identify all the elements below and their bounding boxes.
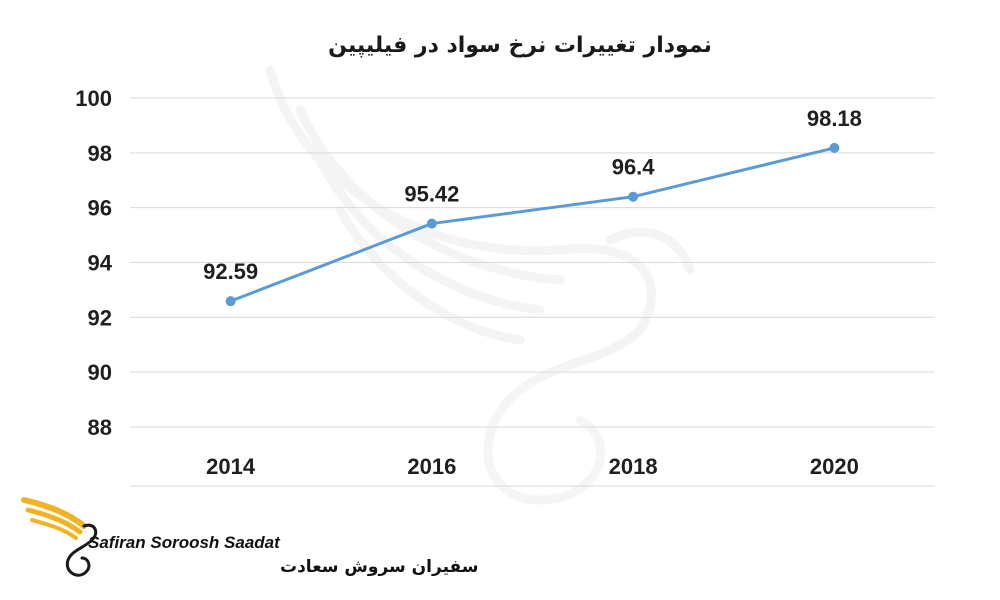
logo-name-persian: سفیران سروش سعادت (280, 557, 478, 577)
y-tick-label-90: 90 (88, 360, 112, 385)
data-label-2018: 96.4 (612, 155, 656, 180)
data-point-2014 (225, 296, 236, 307)
x-axis-tick-labels: 2014 2016 2018 2020 (206, 454, 859, 479)
data-label-2014: 92.59 (203, 259, 258, 284)
x-tick-label-2018: 2018 (609, 454, 658, 479)
series-line-0 (229, 146, 836, 303)
y-tick-label-100: 100 (75, 86, 112, 111)
winged-swan-logo-icon (21, 497, 98, 577)
x-tick-label-2020: 2020 (810, 454, 859, 479)
gridlines (130, 97, 935, 428)
data-point-2018 (628, 191, 639, 202)
y-tick-label-88: 88 (88, 415, 112, 440)
y-tick-label-94: 94 (88, 251, 113, 276)
logo-name-english: Safiran Soroosh Saadat (88, 533, 281, 552)
y-tick-label-96: 96 (88, 196, 112, 221)
y-axis-tick-labels: 88 90 92 94 96 98 100 (75, 86, 112, 440)
y-tick-label-98: 98 (88, 141, 112, 166)
data-point-2020 (829, 142, 840, 153)
y-tick-label-92: 92 (88, 305, 112, 330)
x-tick-label-2016: 2016 (407, 454, 456, 479)
data-point-2016 (426, 218, 437, 229)
data-labels: 92.59 95.42 96.4 98.18 (203, 106, 862, 284)
chart-title: نمودار تغییرات نرخ سواد در فیلیپین (328, 33, 712, 58)
x-tick-label-2014: 2014 (206, 454, 256, 479)
data-label-2016: 95.42 (404, 182, 459, 207)
data-label-2020: 98.18 (807, 106, 862, 131)
swan-wing-watermark-icon (265, 65, 695, 505)
series-line-group (225, 142, 840, 307)
